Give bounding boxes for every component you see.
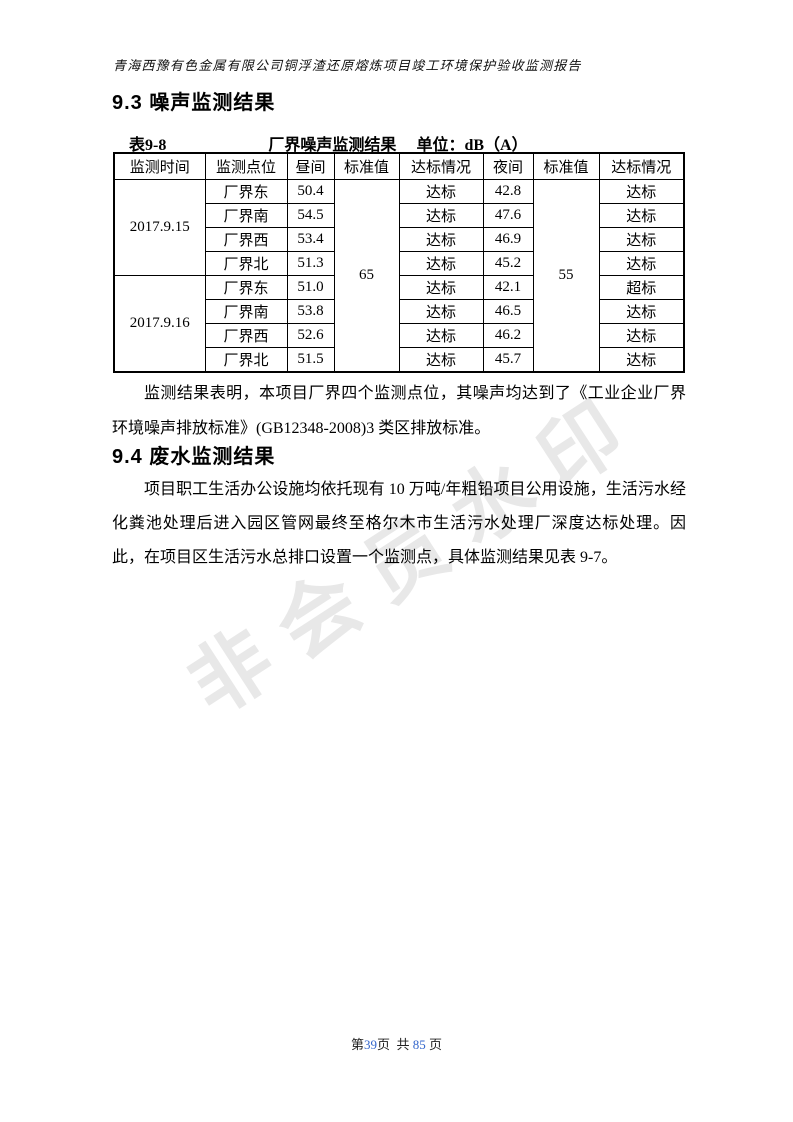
col-header-time: 监测时间 [113,152,206,180]
table-title: 厂界噪声监测结果 [268,137,397,154]
day-value-cell: 50.4 [286,179,335,204]
night-value-cell: 47.6 [482,203,534,228]
day-status-cell: 达标 [398,275,484,300]
day-status-cell: 达标 [398,251,484,276]
day-value-cell: 51.5 [286,347,335,373]
day-value-cell: 51.0 [286,275,335,300]
point-cell: 厂界东 [204,179,288,204]
page-footer: 第39页 共 85 页 [0,1034,793,1053]
point-cell: 厂界东 [204,275,288,300]
night-status-cell: 达标 [598,251,685,276]
night-status-cell: 达标 [598,347,685,373]
col-header-day-status: 达标情况 [398,152,484,180]
table-row: 厂界南 54.5 达标 47.6 达标 [114,203,685,228]
night-status-cell: 达标 [598,179,685,204]
night-status-cell: 达标 [598,203,685,228]
day-status-cell: 达标 [398,227,484,252]
section-heading-9-4: 9.4 废水监测结果 [112,446,276,468]
point-cell: 厂界西 [204,323,288,348]
night-status-cell: 达标 [598,299,685,324]
table-caption: 表9-8 厂界噪声监测结果 单位：dB（A） [113,131,683,155]
day-status-cell: 达标 [398,347,484,373]
table-row: 厂界北 51.5 达标 45.7 达标 [114,347,685,373]
table-row: 厂界南 53.8 达标 46.5 达标 [114,299,685,324]
day-standard-cell: 65 [333,179,400,373]
noise-result-paragraph: 监测结果表明，本项目厂界四个监测点位，其噪声均达到了《工业企业厂界环境噪声排放标… [112,385,686,437]
wastewater-paragraph: 项目职工生活办公设施均依托现有 10 万吨/年粗铅项目公用设施，生活污水经化粪池… [112,481,686,566]
footer-middle: 页 共 [376,1037,413,1052]
day-status-cell: 达标 [398,299,484,324]
day-value-cell: 51.3 [286,251,335,276]
day-status-cell: 达标 [398,323,484,348]
point-cell: 厂界北 [204,347,288,373]
table-row: 2017.9.16 厂界东 51.0 达标 42.1 超标 [113,275,685,373]
point-cell: 厂界南 [204,299,288,324]
col-header-day-standard: 标准值 [333,152,400,180]
day-value-cell: 54.5 [286,203,335,228]
night-status-cell: 超标 [598,275,685,300]
night-value-cell: 45.7 [482,347,534,373]
day-status-cell: 达标 [398,203,484,228]
day-value-cell: 53.4 [286,227,335,252]
table-label: 表9-8 [129,137,167,154]
table-unit: 单位：dB（A） [416,137,528,154]
col-header-day: 昼间 [286,152,335,180]
point-cell: 厂界西 [204,227,288,252]
col-header-night: 夜间 [482,152,534,180]
point-cell: 厂界北 [204,251,288,276]
section-heading-9-3: 9.3 噪声监测结果 [112,92,276,114]
table-header-row: 监测时间 监测点位 昼间 标准值 达标情况 夜间 标准值 达标情况 [113,152,685,180]
col-header-night-standard: 标准值 [532,152,600,180]
night-status-cell: 达标 [598,227,685,252]
night-value-cell: 45.2 [482,251,534,276]
footer-prefix: 第 [350,1037,364,1052]
col-header-night-status: 达标情况 [598,152,685,180]
running-header: 青海西豫有色金属有限公司铜浮渣还原熔炼项目竣工环境保护验收监测报告 [113,58,582,73]
date-cell: 2017.9.15 [113,179,206,276]
table-row: 厂界北 51.3 达标 45.2 达标 [114,251,685,276]
night-value-cell: 42.8 [482,179,534,204]
night-value-cell: 46.2 [482,323,534,348]
night-value-cell: 42.1 [482,275,534,300]
table-row: 厂界西 52.6 达标 46.2 达标 [114,323,685,348]
footer-page-number: 39 [363,1037,377,1052]
table-row: 2017.9.15 厂界东 50.4 65 达标 42.8 55 达标 [113,179,685,373]
noise-table: 监测时间 监测点位 昼间 标准值 达标情况 夜间 标准值 达标情况 2017.9… [113,152,685,373]
day-status-cell: 达标 [398,179,484,204]
night-status-cell: 达标 [598,323,685,348]
point-cell: 厂界南 [204,203,288,228]
col-header-point: 监测点位 [204,152,288,180]
footer-suffix: 页 [425,1037,443,1052]
noise-table-body: 2017.9.15 厂界东 50.4 65 达标 42.8 55 达标 厂界南 54.5 达标 47.… [113,179,685,373]
night-value-cell: 46.5 [482,299,534,324]
date-cell: 2017.9.16 [113,275,206,373]
day-value-cell: 52.6 [286,323,335,348]
night-standard-cell: 55 [532,179,600,373]
footer-total-pages: 85 [412,1037,426,1052]
night-value-cell: 46.9 [482,227,534,252]
day-value-cell: 53.8 [286,299,335,324]
